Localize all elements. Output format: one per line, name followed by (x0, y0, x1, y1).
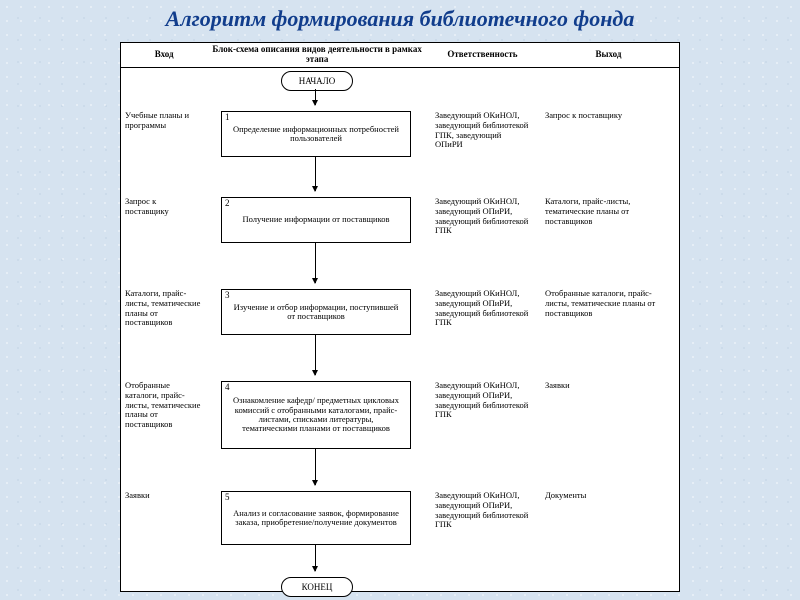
hdr-output: Выход (538, 43, 679, 67)
input-text-1: Запрос к поставщику (125, 197, 201, 217)
algorithm-sheet: Вход Блок-схема описания видов деятельно… (120, 42, 680, 592)
col-output: Запрос к поставщику Каталоги, прайс-листы… (541, 67, 665, 591)
step-number: 2 (225, 199, 230, 209)
resp-text-2: Заведующий ОКиНОЛ, заведующий ОПиРИ, зав… (435, 289, 531, 328)
column-headers: Вход Блок-схема описания видов деятельно… (121, 43, 679, 68)
flow-arrow-5 (315, 545, 316, 571)
resp-text-3: Заведующий ОКиНОЛ, заведующий ОПиРИ, зав… (435, 381, 531, 420)
hdr-input: Вход (121, 43, 207, 67)
step-number: 5 (225, 493, 230, 503)
col-resp: Заведующий ОКиНОЛ, заведующий библиотеко… (431, 67, 535, 591)
input-text-4: Заявки (125, 491, 201, 501)
input-text-0: Учебные планы и программы (125, 111, 201, 131)
output-text-2: Отобранные каталоги, прайс-листы, темати… (545, 289, 661, 318)
flow-step-4: 4Ознакомление кафедр/ предметных цикловы… (221, 381, 411, 449)
page-title: Алгоритм формирования библиотечного фонд… (0, 6, 800, 32)
flow-step-2: 2Получение информации от поставщиков (221, 197, 411, 243)
resp-text-1: Заведующий ОКиНОЛ, заведующий ОПиРИ, зав… (435, 197, 531, 236)
flow-step-1: 1Определение информационных потребностей… (221, 111, 411, 157)
step-text: Анализ и согласование заявок, формирован… (226, 496, 406, 540)
step-text: Получение информации от поставщиков (226, 202, 406, 238)
step-number: 3 (225, 291, 230, 301)
step-text: Изучение и отбор информации, поступившей… (226, 294, 406, 330)
output-text-4: Документы (545, 491, 661, 501)
output-text-0: Запрос к поставщику (545, 111, 661, 121)
col-flow: НАЧАЛОКОНЕЦ1Определение информационных п… (211, 67, 421, 591)
input-text-2: Каталоги, прайс-листы, тематические план… (125, 289, 201, 328)
step-number: 1 (225, 113, 230, 123)
flow-step-5: 5Анализ и согласование заявок, формирова… (221, 491, 411, 545)
step-text: Ознакомление кафедр/ предметных цикловых… (226, 386, 406, 444)
flow-step-3: 3Изучение и отбор информации, поступивше… (221, 289, 411, 335)
hdr-resp: Ответственность (427, 43, 538, 67)
resp-text-0: Заведующий ОКиНОЛ, заведующий библиотеко… (435, 111, 531, 150)
flow-arrow-4 (315, 449, 316, 485)
resp-text-4: Заведующий ОКиНОЛ, заведующий ОПиРИ, зав… (435, 491, 531, 530)
input-text-3: Отобранные каталоги, прайс-листы, темати… (125, 381, 201, 430)
terminator-start: НАЧАЛО (281, 71, 353, 91)
col-input: Учебные планы и программы Запрос к постав… (121, 67, 205, 591)
flow-arrow-0 (315, 89, 316, 105)
flow-arrow-1 (315, 157, 316, 191)
content-area: Учебные планы и программы Запрос к постав… (121, 67, 679, 591)
output-text-3: Заявки (545, 381, 661, 391)
step-text: Определение информационных потребностей … (226, 116, 406, 152)
hdr-flow: Блок-схема описания видов деятельности в… (207, 43, 427, 67)
terminator-end: КОНЕЦ (281, 577, 353, 597)
slide-background: Алгоритм формирования библиотечного фонд… (0, 0, 800, 600)
flow-arrow-2 (315, 243, 316, 283)
output-text-1: Каталоги, прайс-листы, тематические план… (545, 197, 661, 226)
flow-arrow-3 (315, 335, 316, 375)
step-number: 4 (225, 383, 230, 393)
